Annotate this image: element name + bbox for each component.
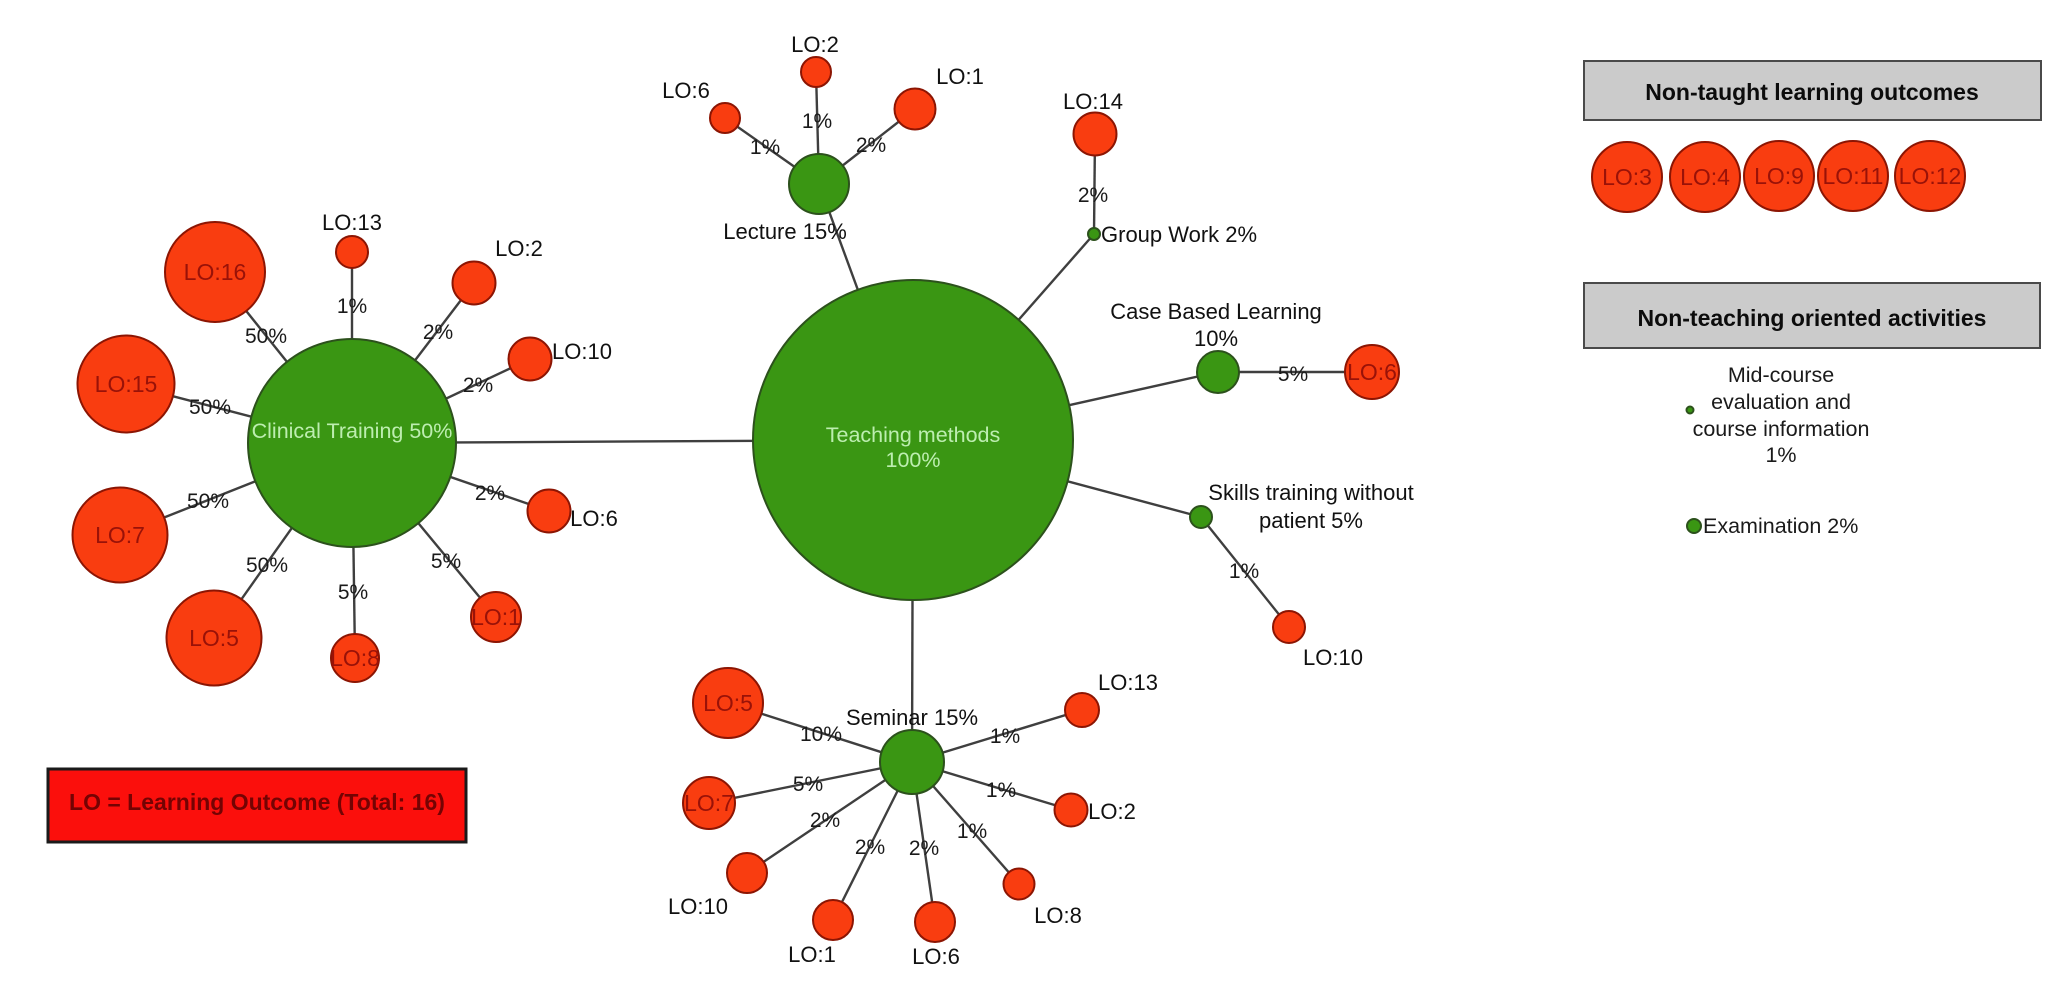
svg-text:LO:6: LO:6 <box>1347 359 1397 385</box>
svg-text:2%: 2% <box>909 837 939 860</box>
svg-text:LO:1: LO:1 <box>936 64 984 89</box>
svg-text:5%: 5% <box>431 550 461 573</box>
svg-text:LO:2: LO:2 <box>495 236 543 261</box>
svg-text:2%: 2% <box>475 482 505 505</box>
svg-text:Case Based Learning: Case Based Learning <box>1110 299 1322 324</box>
svg-text:LO:1: LO:1 <box>471 604 521 630</box>
svg-text:LO:6: LO:6 <box>570 506 618 531</box>
svg-text:1%: 1% <box>750 136 780 159</box>
svg-text:50%: 50% <box>246 554 288 577</box>
svg-text:patient 5%: patient 5% <box>1259 508 1363 533</box>
svg-text:LO:3: LO:3 <box>1602 164 1652 190</box>
svg-text:5%: 5% <box>793 773 823 796</box>
svg-text:LO:1: LO:1 <box>788 942 836 967</box>
svg-text:Group Work 2%: Group Work 2% <box>1101 222 1257 247</box>
svg-text:2%: 2% <box>855 836 885 859</box>
svg-text:1%: 1% <box>1765 443 1796 467</box>
svg-text:50%: 50% <box>189 396 231 419</box>
svg-text:LO:12: LO:12 <box>1899 163 1962 189</box>
svg-text:2%: 2% <box>423 321 453 344</box>
svg-text:LO:2: LO:2 <box>1088 799 1136 824</box>
svg-text:LO:8: LO:8 <box>1034 903 1082 928</box>
svg-text:LO:8: LO:8 <box>330 645 380 671</box>
svg-text:5%: 5% <box>1278 363 1308 386</box>
svg-text:course information: course information <box>1693 417 1870 441</box>
svg-text:50%: 50% <box>245 325 287 348</box>
svg-text:2%: 2% <box>810 809 840 832</box>
svg-text:Non-taught learning outcomes: Non-taught learning outcomes <box>1645 79 1979 105</box>
svg-text:1%: 1% <box>957 820 987 843</box>
svg-text:evaluation and: evaluation and <box>1711 390 1851 414</box>
svg-text:Clinical Training 50%: Clinical Training 50% <box>252 419 453 443</box>
svg-text:100%: 100% <box>886 448 941 472</box>
svg-text:LO:16: LO:16 <box>184 259 247 285</box>
svg-text:LO:7: LO:7 <box>684 790 734 816</box>
svg-text:LO:4: LO:4 <box>1680 164 1730 190</box>
svg-text:LO:5: LO:5 <box>703 690 753 716</box>
svg-text:Teaching methods: Teaching methods <box>826 423 1001 447</box>
svg-text:1%: 1% <box>990 725 1020 748</box>
svg-text:50%: 50% <box>187 490 229 513</box>
svg-text:LO:2: LO:2 <box>791 32 839 57</box>
svg-text:LO:10: LO:10 <box>552 339 612 364</box>
svg-text:LO:9: LO:9 <box>1754 163 1804 189</box>
svg-text:2%: 2% <box>856 134 886 157</box>
svg-text:10%: 10% <box>1194 326 1238 351</box>
svg-text:LO:15: LO:15 <box>95 371 158 397</box>
svg-text:Non-teaching oriented activiti: Non-teaching oriented activities <box>1638 305 1987 331</box>
svg-text:Mid-course: Mid-course <box>1728 363 1834 387</box>
svg-text:1%: 1% <box>986 779 1016 802</box>
svg-text:LO:5: LO:5 <box>189 625 239 651</box>
svg-text:1%: 1% <box>802 110 832 133</box>
svg-text:LO:10: LO:10 <box>668 894 728 919</box>
svg-text:10%: 10% <box>800 723 842 746</box>
svg-text:2%: 2% <box>1078 184 1108 207</box>
svg-text:LO:13: LO:13 <box>1098 670 1158 695</box>
svg-text:LO:6: LO:6 <box>662 78 710 103</box>
svg-text:1%: 1% <box>1229 560 1259 583</box>
svg-text:LO = Learning Outcome (Total:: LO = Learning Outcome (Total: 16) <box>69 789 445 815</box>
svg-text:LO:14: LO:14 <box>1063 89 1123 114</box>
svg-text:LO:13: LO:13 <box>322 210 382 235</box>
svg-text:LO:6: LO:6 <box>912 944 960 969</box>
svg-text:LO:10: LO:10 <box>1303 645 1363 670</box>
svg-text:Lecture 15%: Lecture 15% <box>723 219 847 244</box>
svg-text:2%: 2% <box>463 374 493 397</box>
svg-text:LO:11: LO:11 <box>1823 163 1884 189</box>
svg-text:Examination 2%: Examination 2% <box>1703 514 1858 538</box>
svg-text:Seminar 15%: Seminar 15% <box>846 705 978 730</box>
svg-text:5%: 5% <box>338 581 368 604</box>
svg-text:Skills training without: Skills training without <box>1208 480 1413 505</box>
svg-text:LO:7: LO:7 <box>95 522 145 548</box>
svg-text:1%: 1% <box>337 295 367 318</box>
